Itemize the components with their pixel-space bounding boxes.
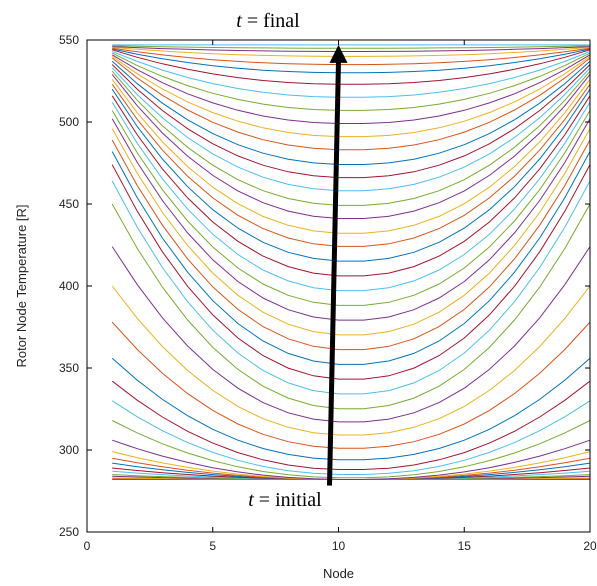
series-line bbox=[111, 54, 591, 124]
series-line bbox=[111, 380, 591, 470]
series-line bbox=[111, 400, 591, 475]
x-tick-label: 10 bbox=[332, 539, 346, 553]
series-line bbox=[111, 102, 591, 292]
annotation-t-final-text: = final bbox=[242, 10, 300, 32]
annotation-t-initial-text: = initial bbox=[254, 489, 322, 511]
time-arrow bbox=[327, 44, 348, 486]
annotation-t-final-var: t bbox=[236, 10, 242, 32]
y-axis-title: Rotor Node Temperature [R] bbox=[14, 204, 29, 367]
series-line bbox=[111, 67, 591, 192]
series-line bbox=[111, 420, 591, 479]
y-tick-label: 250 bbox=[59, 525, 79, 539]
series-line bbox=[111, 118, 591, 321]
y-tick-label: 400 bbox=[59, 279, 79, 293]
series-line bbox=[112, 45, 591, 49]
x-tick-label: 15 bbox=[458, 539, 472, 553]
y-tick-label: 300 bbox=[59, 443, 79, 457]
series-lines bbox=[111, 44, 591, 480]
series-line bbox=[112, 46, 591, 57]
y-tick-label: 450 bbox=[59, 197, 79, 211]
series-line bbox=[111, 79, 591, 234]
axis-ticks bbox=[86, 39, 591, 533]
series-line bbox=[111, 139, 591, 351]
y-tick-label: 350 bbox=[59, 361, 79, 375]
series-line bbox=[111, 357, 591, 461]
series-line bbox=[111, 57, 591, 151]
series-line bbox=[111, 70, 591, 206]
x-tick-label: 20 bbox=[583, 539, 597, 553]
annotation-t-final: t = final bbox=[236, 10, 300, 32]
series-line bbox=[111, 285, 591, 436]
series-line bbox=[111, 60, 591, 165]
x-tick-label: 0 bbox=[84, 539, 91, 553]
series-line bbox=[112, 46, 591, 52]
y-tick-label: 550 bbox=[59, 33, 79, 47]
arrow-head bbox=[329, 44, 348, 63]
series-line bbox=[111, 321, 591, 449]
series-line bbox=[111, 180, 591, 395]
series-line bbox=[111, 203, 591, 410]
series-line bbox=[111, 151, 591, 365]
series-line bbox=[111, 128, 591, 336]
axis-tick-labels: 0 5 10 15 20 250 300 350 400 450 500 550 bbox=[59, 33, 597, 553]
series-line bbox=[111, 64, 591, 179]
series-line bbox=[111, 88, 591, 262]
x-tick-label: 5 bbox=[209, 539, 216, 553]
series-line bbox=[112, 48, 591, 74]
series-line bbox=[111, 164, 591, 380]
series-line bbox=[112, 47, 591, 66]
series-line bbox=[111, 84, 591, 247]
y-tick-label: 500 bbox=[59, 115, 79, 129]
series-line bbox=[111, 95, 591, 277]
annotation-t-initial: t = initial bbox=[248, 489, 322, 511]
series-line bbox=[111, 74, 591, 219]
series-line bbox=[112, 49, 591, 85]
annotation-t-initial-var: t bbox=[248, 489, 254, 511]
series-line bbox=[111, 52, 591, 111]
series-line bbox=[112, 51, 591, 98]
x-axis-title: Node bbox=[323, 566, 354, 581]
arrow-shaft bbox=[327, 60, 341, 486]
series-line bbox=[112, 439, 591, 480]
series-line bbox=[111, 110, 591, 306]
series-line bbox=[111, 246, 591, 423]
series-line bbox=[111, 55, 591, 138]
